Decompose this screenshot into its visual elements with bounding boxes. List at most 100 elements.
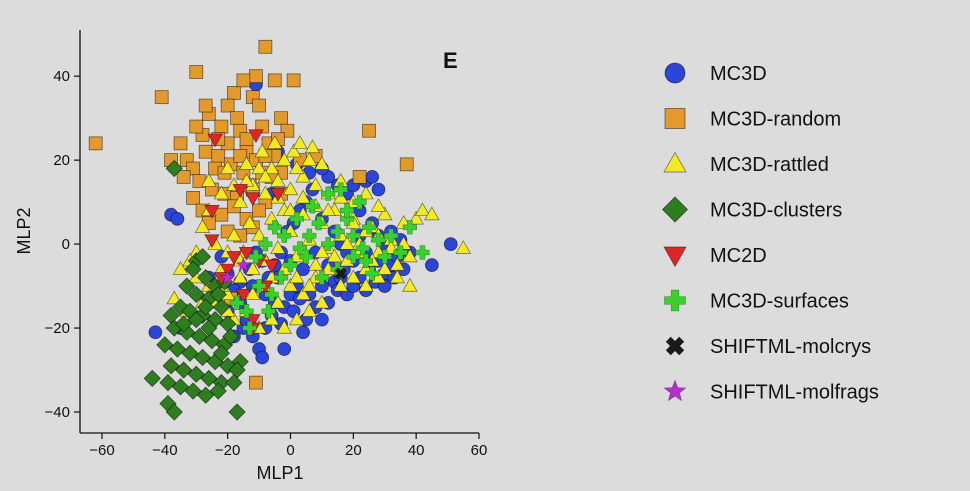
data-point xyxy=(314,294,330,309)
data-point xyxy=(249,375,263,390)
data-point xyxy=(232,193,248,208)
data-point xyxy=(267,135,283,149)
data-point xyxy=(371,182,386,197)
data-point xyxy=(292,135,308,149)
data-point xyxy=(296,325,310,340)
data-point xyxy=(211,149,226,163)
data-point xyxy=(241,214,258,229)
data-point xyxy=(255,350,270,365)
data-point xyxy=(245,286,261,301)
data-point xyxy=(165,159,183,178)
data-point xyxy=(252,98,266,113)
data-point xyxy=(358,277,374,292)
data-point xyxy=(424,206,440,221)
data-point xyxy=(219,160,236,175)
x-tick-label: 20 xyxy=(345,442,362,459)
data-point xyxy=(311,215,326,231)
legend-item: MC3D-random xyxy=(664,108,841,131)
data-point xyxy=(346,228,361,243)
data-point xyxy=(443,237,458,251)
data-point xyxy=(302,228,317,243)
y-tick-label: 0 xyxy=(62,236,70,253)
data-point xyxy=(196,268,215,287)
data-point xyxy=(301,151,318,166)
x-tick-label: 0 xyxy=(286,442,294,459)
legend-label: MC2D xyxy=(710,245,767,267)
data-point xyxy=(236,73,251,88)
data-point xyxy=(352,170,367,184)
data-point xyxy=(270,240,286,254)
data-point xyxy=(304,139,321,154)
data-point xyxy=(214,119,229,134)
data-point xyxy=(198,144,213,159)
data-point xyxy=(248,129,264,144)
legend-marker-icon xyxy=(664,62,686,84)
data-point xyxy=(330,224,345,239)
data-point xyxy=(239,132,254,147)
data-point xyxy=(189,65,204,79)
legend-marker-icon xyxy=(663,246,687,268)
data-point xyxy=(339,203,355,218)
data-point xyxy=(207,133,223,148)
data-point xyxy=(276,151,292,166)
data-point xyxy=(176,170,191,184)
data-point xyxy=(227,86,241,100)
data-point xyxy=(263,259,280,274)
data-point xyxy=(270,188,286,202)
x-tick-label: −20 xyxy=(215,442,240,459)
data-point xyxy=(249,69,263,84)
data-point xyxy=(358,253,374,269)
legend-marker-icon xyxy=(665,336,685,356)
y-tick-label: 40 xyxy=(53,68,70,85)
legend-item: MC3D-surfaces xyxy=(664,289,849,313)
data-point xyxy=(415,245,430,260)
data-point xyxy=(295,189,311,204)
data-point xyxy=(220,98,235,113)
data-point xyxy=(326,248,343,263)
data-point xyxy=(393,245,408,260)
data-point xyxy=(148,325,163,340)
data-point xyxy=(257,185,274,200)
legend-label: MC3D-clusters xyxy=(710,200,842,222)
data-point xyxy=(314,156,330,170)
data-point xyxy=(209,382,227,400)
data-point xyxy=(320,202,336,217)
data-point xyxy=(285,143,302,158)
data-point xyxy=(305,199,320,214)
data-point xyxy=(242,320,257,336)
legend: MC3D MC3D-random MC3D-rattled MC3D-clusters… xyxy=(661,62,879,404)
legend-label: SHIFTML-molfrags xyxy=(710,382,879,404)
legend-label: MC3D-surfaces xyxy=(710,291,849,313)
y-tick-label: −40 xyxy=(45,404,70,421)
data-point xyxy=(301,303,318,317)
data-point xyxy=(233,149,248,163)
data-point xyxy=(414,202,431,217)
data-point xyxy=(232,269,248,284)
data-point xyxy=(295,286,311,301)
data-point xyxy=(314,270,330,285)
data-point xyxy=(154,90,169,105)
data-point xyxy=(267,220,282,235)
legend-label: SHIFTML-molcrys xyxy=(710,336,871,358)
data-point xyxy=(289,269,305,284)
data-point xyxy=(345,269,362,284)
data-point xyxy=(264,287,279,302)
axes xyxy=(79,30,479,434)
data-point xyxy=(399,157,414,172)
data-point xyxy=(251,278,267,294)
data-point xyxy=(212,344,231,362)
data-point xyxy=(315,312,329,327)
data-point xyxy=(173,136,188,151)
data-point xyxy=(402,277,418,292)
data-point xyxy=(307,177,324,191)
data-point xyxy=(333,182,348,197)
legend-item: MC3D-clusters xyxy=(661,196,842,223)
data-point xyxy=(194,219,211,233)
legend-marker-icon xyxy=(663,379,687,402)
data-point xyxy=(238,156,255,170)
data-point xyxy=(289,311,305,326)
data-point xyxy=(370,198,387,212)
data-point xyxy=(196,298,215,316)
data-point xyxy=(270,294,286,309)
